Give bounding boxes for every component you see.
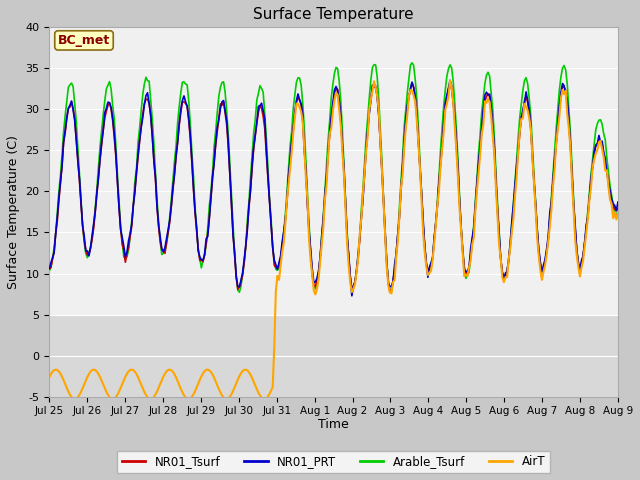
Y-axis label: Surface Temperature (C): Surface Temperature (C) (7, 135, 20, 289)
Legend: NR01_Tsurf, NR01_PRT, Arable_Tsurf, AirT: NR01_Tsurf, NR01_PRT, Arable_Tsurf, AirT (117, 451, 550, 473)
Title: Surface Temperature: Surface Temperature (253, 7, 414, 22)
X-axis label: Time: Time (318, 418, 349, 431)
Text: BC_met: BC_met (58, 34, 110, 47)
Bar (49, 314, 618, 396)
